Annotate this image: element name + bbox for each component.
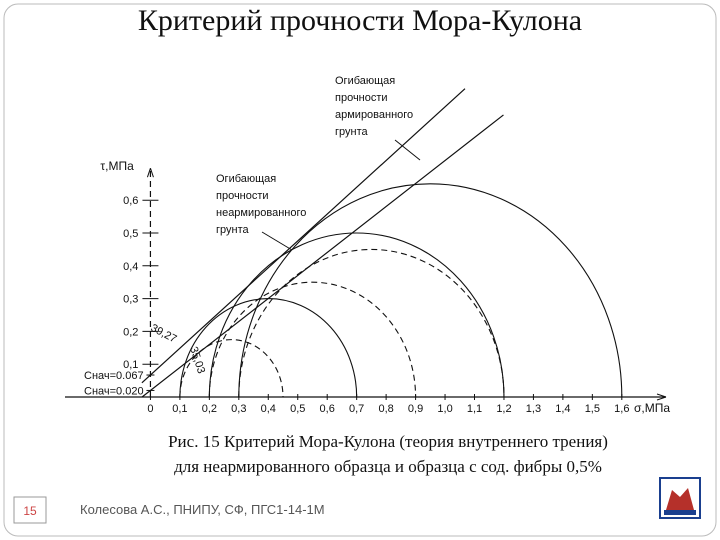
x-tick-label: 0,9 [408, 403, 423, 415]
x-tick-label: 0,6 [320, 403, 335, 415]
x-tick-label: 1,2 [496, 403, 511, 415]
logo [659, 477, 701, 519]
c-label: Cнач=0.020 [84, 385, 144, 397]
y-tick-label: 0,3 [123, 294, 138, 306]
y-tick-label: 0,4 [123, 261, 138, 273]
envelope-note: Огибающая [216, 173, 276, 185]
mohr-circle [208, 232, 505, 398]
envelope-note: прочности [216, 190, 269, 202]
x-tick-label: 0,7 [349, 403, 364, 415]
mohr-circle [179, 339, 284, 398]
x-tick-label: 1,6 [614, 403, 629, 415]
envelope-note: Огибающая [335, 75, 395, 87]
y-axis-label: τ,МПа [100, 159, 134, 173]
plot: τ,МПа σ,МПа 0 0,1 0,2 0,3 0,4 0,5 0,6 0,7 0,8 0,9 1,… [65, 75, 670, 415]
envelope-note: прочности [335, 92, 388, 104]
page-box [13, 496, 47, 524]
x-tick-label: 1,3 [526, 403, 541, 415]
x-tick-label: 1,4 [555, 403, 570, 415]
mohr-circle [238, 183, 623, 398]
x-tick-label: 1,5 [585, 403, 600, 415]
x-tick-label: 0,1 [172, 403, 187, 415]
x-axis-arrow [656, 393, 667, 401]
caption: Рис. 15 Критерий Мора-Кулона (теория вну… [168, 432, 608, 451]
x-tick-label: 0,5 [290, 403, 305, 415]
y-axis-arrow [146, 168, 154, 178]
caption: для неармированного образца и образца с … [174, 457, 602, 476]
envelope-line [141, 114, 504, 398]
note-leader [261, 231, 293, 251]
y-tick-label: 0,2 [123, 326, 138, 338]
x-tick-label: 0 [147, 403, 153, 415]
x-tick-label: 0,3 [231, 403, 246, 415]
x-tick-label: 1,0 [437, 403, 452, 415]
x-tick-label: 0,4 [261, 403, 276, 415]
c-label: Cнач=0.067 [84, 370, 144, 382]
slide-title: Критерий прочности Мора-Кулона [138, 4, 582, 37]
mohr-circle [208, 282, 417, 398]
envelope-line [141, 88, 466, 384]
x-axis-label: σ,МПа [634, 401, 670, 415]
slide-frame [3, 3, 717, 537]
mohr-circle [238, 249, 505, 398]
envelope-note: армированного [335, 109, 413, 121]
x-tick-label: 0,2 [202, 403, 217, 415]
envelope-note: грунта [335, 126, 368, 138]
envelope-note: неармированного [216, 207, 306, 219]
x-tick-label: 1,1 [467, 403, 482, 415]
y-tick-label: 0,5 [123, 228, 138, 240]
note-leader [394, 139, 421, 161]
page-number: 15 [23, 504, 37, 518]
y-tick-label: 0,6 [123, 195, 138, 207]
x-tick-label: 0,8 [378, 403, 393, 415]
footer-author: Колесова А.С., ПНИПУ, СФ, ПГС1-14-1М [80, 502, 325, 517]
envelope-note: грунта [216, 224, 249, 236]
y-tick-label: 0,1 [123, 359, 138, 371]
